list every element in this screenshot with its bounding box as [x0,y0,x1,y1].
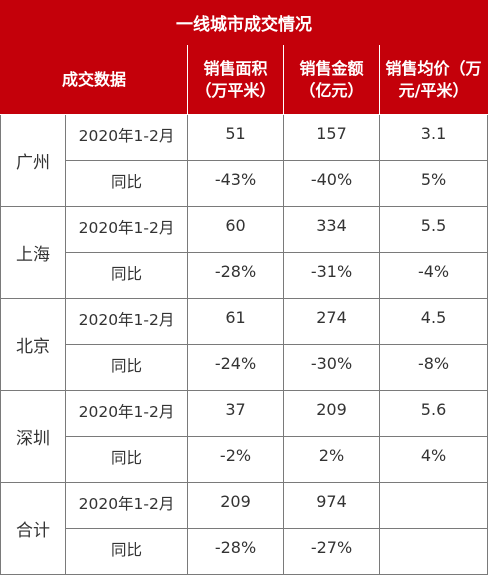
amount-yoy-value: -30% [283,344,380,391]
amount-value: 274 [283,298,380,345]
area-yoy-value: -2% [187,436,284,483]
amount-value: 157 [283,114,380,161]
period-label: 2020年1-2月 [65,390,188,437]
table-row: 深圳 2020年1-2月 37 209 5.6 [0,390,488,483]
period-label: 2020年1-2月 [65,482,188,529]
table-row: 同比 -24% -30% -8% [1,344,488,391]
header-transaction-data: 成交数据 [0,44,188,115]
table-title: 一线城市成交情况 [0,0,488,45]
amount-value: 974 [283,482,380,529]
price-yoy-value: -4% [378,252,488,299]
header-row: 成交数据 销售面积（万平米） 销售金额（亿元） 销售均价（万元/平米） [0,44,488,115]
period-label: 2020年1-2月 [65,298,188,345]
area-value: 37 [187,390,284,437]
yoy-label: 同比 [65,252,188,299]
yoy-label: 同比 [65,436,188,483]
city-label: 北京 [0,298,66,391]
area-yoy-value: -24% [187,344,284,391]
yoy-label: 同比 [65,160,188,207]
header-sales-amount: 销售金额（亿元） [283,44,380,115]
table-row: 合计 2020年1-2月 209 974 [0,482,488,575]
table-row: 同比 -2% 2% 4% [1,436,488,483]
area-value: 60 [187,206,284,253]
amount-value: 334 [283,206,380,253]
area-value: 61 [187,298,284,345]
area-yoy-value: -28% [187,252,284,299]
period-label: 2020年1-2月 [65,206,188,253]
table-row: 同比 -43% -40% 5% [1,160,488,207]
price-value: 5.5 [378,206,488,253]
price-value [378,482,488,529]
amount-yoy-value: -27% [283,528,380,575]
price-value: 5.6 [378,390,488,437]
table-row: 同比 -28% -27% [1,528,488,575]
price-yoy-value [378,528,488,575]
period-label: 2020年1-2月 [65,114,188,161]
area-value: 51 [187,114,284,161]
table-row: 同比 -28% -31% -4% [1,252,488,299]
area-yoy-value: -43% [187,160,284,207]
city-label: 深圳 [0,390,66,483]
price-yoy-value: -8% [378,344,488,391]
price-value: 4.5 [378,298,488,345]
title-row: 一线城市成交情况 [0,0,488,45]
table-row: 北京 2020年1-2月 61 274 4.5 [0,298,488,391]
amount-yoy-value: -31% [283,252,380,299]
area-value: 209 [187,482,284,529]
header-sales-area: 销售面积（万平米） [187,44,284,115]
price-yoy-value: 4% [378,436,488,483]
amount-yoy-value: 2% [283,436,380,483]
price-value: 3.1 [378,114,488,161]
price-yoy-value: 5% [378,160,488,207]
area-yoy-value: -28% [187,528,284,575]
yoy-label: 同比 [65,344,188,391]
yoy-label: 同比 [65,528,188,575]
city-label: 上海 [0,206,66,299]
total-label: 合计 [0,482,66,575]
city-label: 广州 [0,114,66,207]
table-row: 上海 2020年1-2月 60 334 5.5 [0,206,488,299]
header-avg-price: 销售均价（万元/平米） [378,44,488,115]
table-row: 广州 2020年1-2月 51 157 3.1 [0,114,488,207]
amount-value: 209 [283,390,380,437]
amount-yoy-value: -40% [283,160,380,207]
